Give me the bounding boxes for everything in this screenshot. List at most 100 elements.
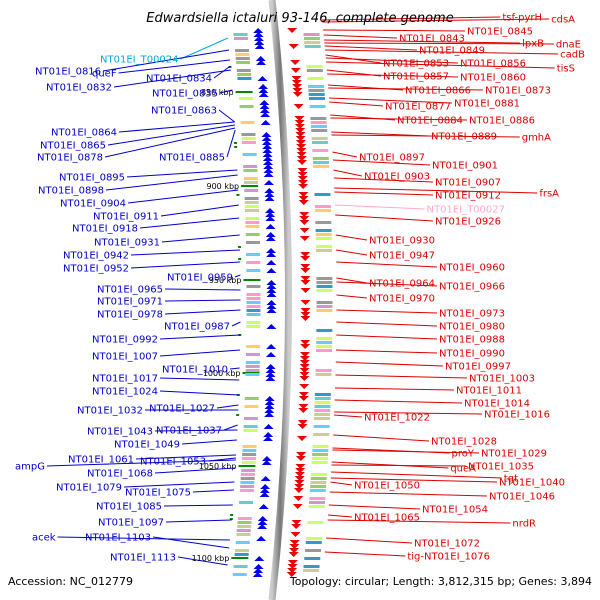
- left-gene-label[interactable]: NT01EI_1085: [96, 502, 162, 513]
- left-gene-label[interactable]: NT01EI_1024: [92, 387, 158, 398]
- left-gene-label[interactable]: NT01EI_1027: [149, 404, 215, 415]
- right-gene-label[interactable]: NT01EI_1028: [431, 437, 497, 448]
- right-gene-label[interactable]: NT01EI_T00027: [426, 205, 505, 216]
- right-gene-label[interactable]: tgt: [504, 474, 518, 485]
- left-gene-label[interactable]: NT01EI_0816: [35, 67, 101, 78]
- right-gene-label[interactable]: NT01EI_0881: [454, 99, 520, 110]
- left-gene-label[interactable]: NT01EI_0987: [164, 322, 230, 333]
- right-gene-label[interactable]: NT01EI_0964: [369, 279, 435, 290]
- left-gene-label[interactable]: acek: [32, 533, 56, 544]
- left-gene-label[interactable]: NT01EI_0878: [37, 153, 103, 164]
- right-gene-label[interactable]: NT01EI_0988: [439, 335, 505, 346]
- left-gene-label[interactable]: NT01EI_0992: [92, 335, 158, 346]
- right-gene-label[interactable]: NT01EI_0960: [439, 263, 505, 274]
- right-gene-label[interactable]: NT01EI_0843: [399, 34, 465, 45]
- right-gene-label[interactable]: NT01EI_0980: [439, 322, 505, 333]
- right-gene-label[interactable]: NT01EI_0897: [359, 153, 425, 164]
- right-gene-label[interactable]: NT01EI_0997: [445, 362, 511, 373]
- right-gene-label[interactable]: NT01EI_1014: [464, 399, 530, 410]
- right-gene-label[interactable]: NT01EI_0966: [439, 282, 505, 293]
- left-gene-label[interactable]: NT01EI_0863: [151, 106, 217, 117]
- left-gene-label[interactable]: NT01EI_0911: [93, 212, 159, 223]
- left-gene-label[interactable]: NT01EI_0834: [146, 74, 212, 85]
- left-gene-label[interactable]: NT01EI_0978: [97, 310, 163, 321]
- right-gene-label[interactable]: NT01EI_0856: [460, 59, 526, 70]
- right-gene-label[interactable]: NT01EI_0866: [405, 86, 471, 97]
- left-gene-label[interactable]: NT01EI_1032: [77, 406, 143, 417]
- right-gene-label[interactable]: NT01EI_0930: [369, 236, 435, 247]
- left-gene-label[interactable]: NT01EI_T00024: [100, 55, 179, 66]
- left-gene-label[interactable]: NT01EI_1043: [87, 427, 153, 438]
- left-gene-label[interactable]: NT01EI_0835: [152, 89, 218, 100]
- left-gene-label[interactable]: NT01EI_0904: [60, 199, 126, 210]
- right-gene-label[interactable]: NT01EI_0860: [460, 73, 526, 84]
- right-gene-label[interactable]: proY: [452, 449, 475, 460]
- left-gene-label[interactable]: NT01EI_0918: [72, 224, 138, 235]
- left-gene-label[interactable]: NT01EI_0898: [38, 186, 104, 197]
- left-gene-label[interactable]: NT01EI_1049: [114, 440, 180, 451]
- right-gene-label[interactable]: lpxB: [522, 39, 544, 50]
- left-gene-label[interactable]: NT01EI_0895: [59, 173, 125, 184]
- right-gene-label[interactable]: NT01EI_1035: [468, 462, 534, 473]
- right-gene-label[interactable]: NT01EI_0973: [439, 309, 505, 320]
- left-gene-label[interactable]: NT01EI_0865: [40, 141, 106, 152]
- right-gene-label[interactable]: NT01EI_0903: [364, 172, 430, 183]
- left-gene-label[interactable]: NT01EI_1010: [162, 365, 228, 376]
- right-gene-label[interactable]: NT01EI_1054: [422, 505, 488, 516]
- right-gene-label[interactable]: NT01EI_0873: [485, 86, 551, 97]
- right-gene-label[interactable]: NT01EI_0884: [397, 116, 463, 127]
- right-gene-label[interactable]: NT01EI_1050: [354, 481, 420, 492]
- right-gene-label[interactable]: NT01EI_0853: [383, 59, 449, 70]
- right-gene-label[interactable]: tsf-pyrH: [502, 13, 542, 24]
- right-gene-label[interactable]: NT01EI_0907: [435, 178, 501, 189]
- right-gene-label[interactable]: NT01EI_0970: [369, 294, 435, 305]
- left-gene-label[interactable]: NT01EI_1097: [98, 518, 164, 529]
- right-gene-label[interactable]: NT01EI_1003: [469, 374, 535, 385]
- left-gene-label[interactable]: NT01EI_0832: [46, 83, 112, 94]
- right-gene-label[interactable]: NT01EI_0926: [435, 217, 501, 228]
- right-gene-label[interactable]: NT01EI_1016: [484, 410, 550, 421]
- right-gene-label[interactable]: NT01EI_0877: [385, 102, 451, 113]
- right-gene-label[interactable]: NT01EI_0886: [469, 116, 535, 127]
- right-gene-label[interactable]: NT01EI_0947: [369, 251, 435, 262]
- right-gene-label[interactable]: NT01EI_0889: [431, 132, 497, 143]
- right-gene-label[interactable]: NT01EI_1046: [489, 492, 555, 503]
- left-gene-label[interactable]: NT01EI_0965: [97, 285, 163, 296]
- right-gene-label[interactable]: NT01EI_0901: [432, 161, 498, 172]
- right-gene-label[interactable]: NT01EI_1065: [354, 513, 420, 524]
- left-gene-label[interactable]: NT01EI_0942: [63, 251, 129, 262]
- right-gene-label[interactable]: queA: [450, 464, 476, 475]
- left-gene-label[interactable]: NT01EI_1068: [87, 469, 153, 480]
- left-gene-label[interactable]: NT01EI_0952: [63, 264, 129, 275]
- left-gene-label[interactable]: NT01EI_1007: [92, 352, 158, 363]
- left-gene-label[interactable]: NT01EI_1061: [68, 455, 134, 466]
- right-gene-label[interactable]: cdsA: [551, 15, 575, 26]
- right-gene-label[interactable]: NT01EI_1011: [456, 386, 522, 397]
- right-gene-label[interactable]: tig-NT01EI_1076: [407, 552, 490, 563]
- left-gene-label[interactable]: NT01EI_1037: [156, 426, 222, 437]
- right-gene-label[interactable]: NT01EI_0912: [435, 191, 501, 202]
- left-gene-label[interactable]: NT01EI_1079: [56, 483, 122, 494]
- right-gene-label[interactable]: nrdR: [512, 519, 536, 530]
- left-gene-label[interactable]: NT01EI_0959: [167, 273, 233, 284]
- right-gene-label[interactable]: frsA: [539, 189, 559, 200]
- left-gene-label[interactable]: NT01EI_1053: [140, 457, 206, 468]
- left-gene-label[interactable]: NT01EI_0931: [94, 238, 160, 249]
- right-gene-label[interactable]: gmhA: [522, 133, 551, 144]
- right-gene-label[interactable]: NT01EI_1022: [364, 413, 430, 424]
- right-gene-label[interactable]: NT01EI_0990: [439, 349, 505, 360]
- left-gene-label[interactable]: NT01EI_1113: [110, 553, 176, 564]
- right-gene-label[interactable]: dnaE: [556, 40, 581, 51]
- right-gene-label[interactable]: tisS: [557, 64, 575, 75]
- left-gene-label[interactable]: NT01EI_1103: [85, 533, 151, 544]
- left-gene-label[interactable]: NT01EI_1017: [92, 374, 158, 385]
- right-gene-label[interactable]: NT01EI_0849: [419, 46, 485, 57]
- left-gene-label[interactable]: NT01EI_0885: [159, 153, 225, 164]
- right-gene-label[interactable]: NT01EI_1029: [481, 449, 547, 460]
- left-gene-label[interactable]: NT01EI_0864: [51, 128, 117, 139]
- right-gene-label[interactable]: NT01EI_0845: [467, 27, 533, 38]
- right-gene-label[interactable]: NT01EI_1040: [499, 478, 565, 489]
- left-gene-label[interactable]: queF: [92, 69, 117, 80]
- right-gene-label[interactable]: NT01EI_1072: [414, 539, 480, 550]
- left-gene-label[interactable]: ampG: [15, 462, 45, 473]
